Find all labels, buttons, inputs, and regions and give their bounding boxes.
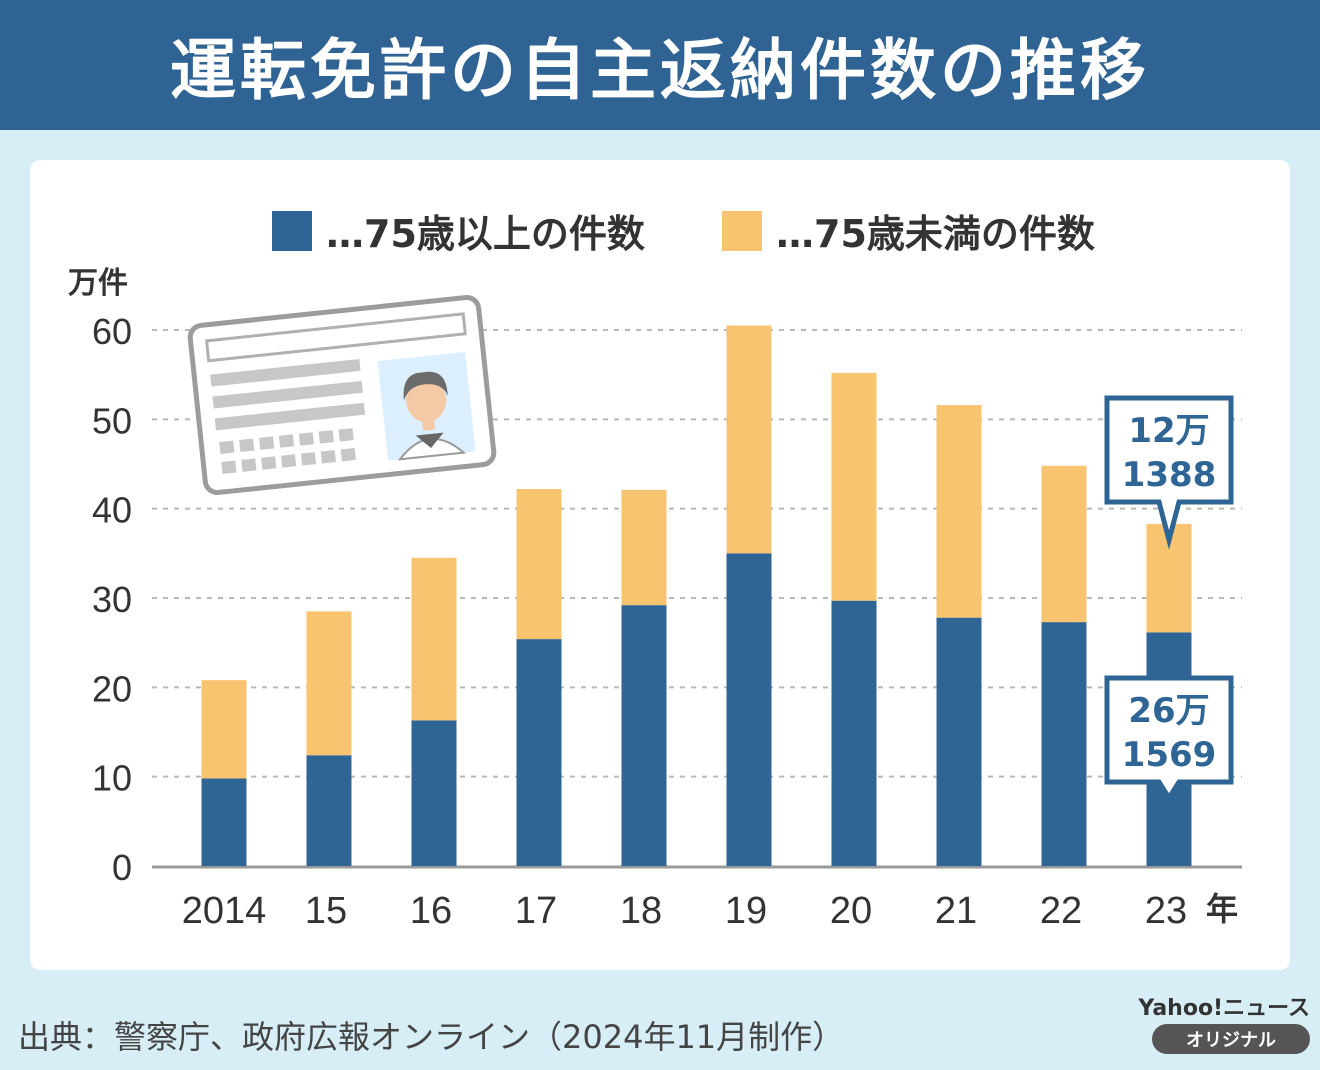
bar-75-under [411, 557, 457, 721]
bar-75-over [516, 639, 562, 866]
bar-75-under [1041, 465, 1087, 623]
bar-75-under [516, 489, 562, 640]
bar-75-under [621, 489, 667, 606]
grid-lines [152, 329, 1242, 869]
legend: …75歳以上の件数 …75歳未満の件数 [0, 195, 1320, 258]
brand-badge: オリジナル [1152, 1024, 1310, 1054]
callout-line-2: 1569 [1122, 735, 1217, 775]
legend-swatch-75-over [272, 210, 312, 251]
callout-line-2: 1388 [1122, 455, 1217, 495]
drivers-license-card-icon [187, 294, 497, 496]
page-title: 運転免許の自主返納件数の推移 [170, 32, 1150, 109]
y-tick-label: 10 [92, 758, 132, 799]
x-tick-label: 18 [620, 890, 662, 932]
brand-logo: Yahoo!ニュース オリジナル [1130, 990, 1310, 1060]
callout-box [1104, 395, 1234, 550]
y-tick-label: 40 [92, 490, 132, 531]
bar-75-over [936, 617, 982, 866]
bar-75-under [831, 372, 877, 601]
bar-75-under [201, 680, 247, 779]
callout-line-1: 26万 [1128, 691, 1209, 731]
bar-75-over [306, 755, 352, 866]
x-tick-label: 16 [410, 890, 452, 932]
y-tick-label: 30 [92, 579, 132, 620]
x-tick-label: 15 [305, 890, 347, 932]
source-note: 出典：警察庁、政府広報オンライン（2024年11月制作） [18, 1018, 845, 1056]
callout-box [1104, 675, 1234, 803]
axis-labels: 0 10 20 30 40 50 60 2014 15 16 17 18 19 20 21 22 23 年 [92, 311, 1238, 932]
bar-75-over [1041, 622, 1087, 866]
bar-75-over [621, 605, 667, 866]
y-tick-label: 20 [92, 668, 132, 709]
y-tick-label: 60 [92, 311, 132, 352]
bar-75-over [726, 553, 772, 866]
x-tick-label: 2014 [182, 890, 267, 932]
bar-75-over [201, 778, 247, 866]
callout-line-1: 12万 [1128, 411, 1209, 451]
x-tick-label: 22 [1040, 890, 1082, 932]
bar-75-under [936, 405, 982, 618]
legend-item-75-under: …75歳未満の件数 [722, 203, 1095, 258]
legend-item-75-over: …75歳以上の件数 [272, 203, 645, 258]
legend-label-75-over: …75歳以上の件数 [326, 212, 645, 256]
legend-label-75-under: …75歳未満の件数 [776, 212, 1095, 256]
bar-75-over [411, 720, 457, 866]
x-tick-label: 17 [515, 890, 557, 932]
x-axis-unit-label: 年 [1206, 890, 1238, 928]
bar-75-under [726, 325, 772, 554]
header-bar: 運転免許の自主返納件数の推移 [0, 0, 1320, 130]
x-tick-label: 23 [1145, 890, 1187, 932]
x-tick-label: 20 [830, 890, 872, 932]
bar-75-under [306, 611, 352, 756]
bar-75-over [831, 600, 877, 866]
brand-name: Yahoo!ニュース [1138, 996, 1310, 1021]
y-tick-label: 50 [92, 400, 132, 441]
x-tick-label: 21 [935, 890, 977, 932]
y-tick-label: 0 [112, 847, 132, 888]
y-axis-unit-label: 万件 [68, 266, 128, 301]
x-tick-label: 19 [725, 890, 767, 932]
legend-swatch-75-under [722, 210, 762, 251]
